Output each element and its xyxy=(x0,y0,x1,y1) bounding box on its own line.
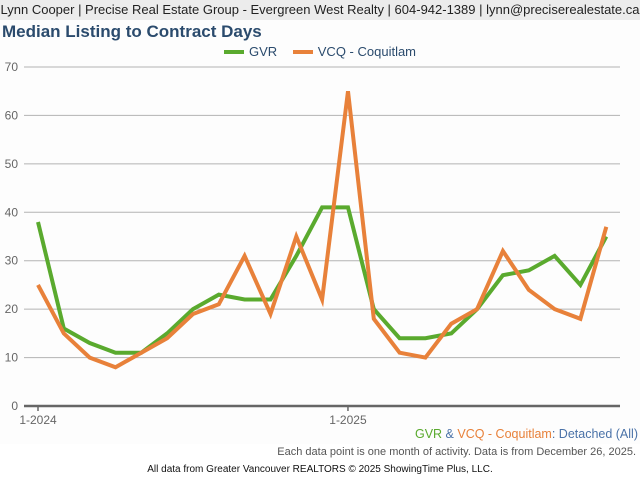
legend-item-gvr[interactable]: GVR xyxy=(223,44,278,59)
chart-legend: GVR VCQ - Coquitlam xyxy=(0,44,640,59)
chart-background xyxy=(0,20,640,444)
chart-subtitle: GVR & VCQ - Coquitlam: Detached (All) xyxy=(415,427,638,441)
y-tick-label-10: 10 xyxy=(5,351,19,365)
contact-header: Lynn Cooper | Precise Real Estate Group … xyxy=(0,0,640,20)
x-axis-tick-labels: 1-2024 1-2025 xyxy=(19,413,367,427)
series-line-vcq-coquitlam xyxy=(36,90,609,370)
y-tick-label-50: 50 xyxy=(5,157,19,171)
copyright-notice: All data from Greater Vancouver REALTORS… xyxy=(147,464,493,475)
subtitle-part-3: : Detached (All) xyxy=(551,427,638,441)
subtitle-part-0: GVR xyxy=(414,427,443,441)
x-tick-label-1-2024: 1-2024 xyxy=(19,413,57,427)
data-note: Each data point is one month of activity… xyxy=(277,446,636,458)
legend-swatch-gvr xyxy=(223,49,244,54)
y-tick-label-30: 30 xyxy=(5,254,19,268)
y-tick-label-70: 70 xyxy=(5,60,19,74)
legend-label-vcq: VCQ - Coquitlam xyxy=(317,44,417,59)
y-tick-label-0: 0 xyxy=(11,399,18,413)
subtitle-part-2: VCQ - Coquitlam xyxy=(457,427,552,441)
y-tick-label-60: 60 xyxy=(5,108,19,122)
legend-swatch-vcq xyxy=(292,49,313,54)
y-tick-label-40: 40 xyxy=(5,205,19,219)
legend-label-gvr: GVR xyxy=(248,44,278,59)
gridlines xyxy=(24,66,620,359)
x-axis xyxy=(24,404,620,411)
legend-item-vcq[interactable]: VCQ - Coquitlam xyxy=(292,44,417,59)
y-tick-label-20: 20 xyxy=(5,302,19,316)
series-lines xyxy=(36,90,609,370)
chart-title: Median Listing to Contract Days xyxy=(2,22,262,41)
x-tick-label-1-2025: 1-2025 xyxy=(329,413,367,427)
subtitle-part-1: & xyxy=(442,427,458,441)
y-axis-tick-labels: 0 10 20 30 40 50 60 70 xyxy=(5,60,19,413)
